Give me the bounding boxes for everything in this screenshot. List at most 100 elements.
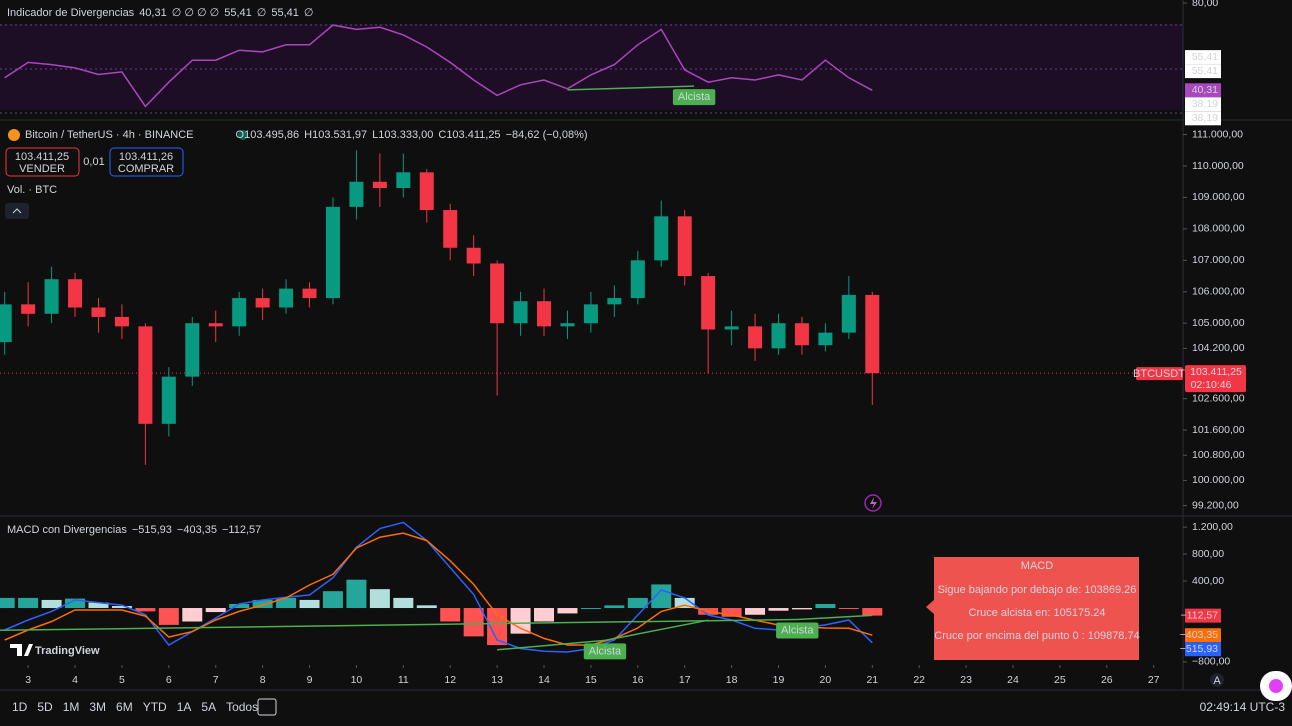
x-tick-label: 10 (351, 674, 363, 686)
assistant-icon (1269, 679, 1283, 693)
axis-value-text: −403,35 (1180, 629, 1218, 641)
y-tick-label: 106.000,00 (1192, 286, 1245, 298)
countdown-text: 02:10:46 (1191, 379, 1232, 391)
y-tick-label: 99.200,00 (1192, 499, 1239, 511)
y-tick-label: 111.000,00 (1192, 128, 1243, 140)
y-tick-label: 104.200,00 (1192, 342, 1245, 354)
candle-body (466, 247, 481, 264)
ohlc-label: O (236, 129, 245, 141)
histogram-bar (299, 599, 320, 609)
signal-label-bg (776, 622, 819, 639)
histogram-bar (369, 589, 390, 609)
candle-body (677, 216, 692, 277)
buy-label: COMPRAR (118, 163, 174, 175)
alert-icon[interactable] (864, 494, 882, 512)
histogram-bar (276, 597, 297, 609)
candle-body (490, 263, 505, 324)
volume-label: Vol. · BTC (7, 184, 57, 196)
histogram-bar (252, 599, 273, 609)
axis-value-label (1185, 642, 1221, 657)
y-tick-label: 100.800,00 (1192, 449, 1245, 461)
candle-body (865, 294, 880, 374)
signal-label: Alcista (589, 645, 622, 657)
legend-text: −112,57 (222, 524, 261, 536)
x-tick-label: 25 (1054, 674, 1066, 686)
range-button[interactable]: 5A (201, 700, 216, 714)
signal-label: Alcista (781, 624, 814, 636)
histogram-bar (416, 605, 437, 609)
x-tick-label: 14 (538, 674, 550, 686)
histogram-bar (534, 608, 555, 622)
range-button[interactable]: 1A (177, 700, 192, 714)
histogram-bar (862, 608, 883, 616)
market-status (238, 130, 248, 140)
last-price-tag (1185, 365, 1246, 393)
candle-body (0, 304, 12, 343)
axis-value-text: 55,41 (1192, 65, 1218, 77)
range-button[interactable]: 1M (63, 700, 80, 714)
brand: TradingView (35, 645, 100, 657)
histogram-bar (627, 597, 648, 609)
y-tick-label: 100.000,00 (1192, 474, 1245, 486)
tooltip-title: MACD (1021, 560, 1053, 572)
y-tick-label: 105.000,00 (1192, 317, 1245, 329)
candle-body (818, 332, 833, 346)
histogram-bar (393, 597, 414, 609)
range-button[interactable]: 3M (89, 700, 106, 714)
candle-body (68, 279, 83, 308)
ohlc-label: H (304, 129, 312, 141)
legend-text: 40,31 (139, 7, 167, 19)
histogram-bar (510, 608, 531, 634)
collapse-button[interactable] (5, 203, 29, 219)
axis-value-text: 38,19 (1192, 112, 1218, 124)
last-price-text: 103.411,25 (1190, 366, 1242, 378)
candle-body (138, 326, 153, 424)
x-tick-label: 17 (679, 674, 691, 686)
ohlc-label: C (438, 129, 446, 141)
y-tick-label: 110.000,00 (1192, 160, 1244, 172)
tooltip-box (934, 557, 1139, 660)
x-tick-label: 5 (119, 674, 125, 686)
sell-price: 103.411,25 (15, 151, 69, 163)
axis-value-label (1185, 83, 1221, 98)
auto-scale-button[interactable] (1210, 673, 1224, 687)
range-button[interactable]: Todos (226, 700, 258, 714)
candle-body (255, 298, 270, 308)
axis-value-text: 55,41 (1192, 51, 1218, 63)
x-tick-label: 12 (444, 674, 456, 686)
histogram-bar (111, 606, 132, 609)
x-tick-label: 15 (585, 674, 597, 686)
candle-body (372, 181, 387, 189)
candle-body (114, 316, 129, 327)
clock: 02:49:14 UTC-3 (1200, 700, 1286, 714)
date-range-icon[interactable] (257, 698, 277, 716)
histogram-bar (745, 608, 766, 615)
range-button[interactable]: YTD (143, 700, 167, 714)
sell-button[interactable] (5, 147, 80, 177)
brand-logo (10, 644, 33, 656)
axis-value-text: 40,31 (1192, 84, 1218, 96)
x-tick-label: 8 (260, 674, 266, 686)
tooltip-line: Cruce alcista en: 105175.24 (969, 607, 1106, 619)
x-tick-label: 23 (960, 674, 972, 686)
range-button[interactable]: 5D (37, 700, 53, 714)
y-tick-label: 101.600,00 (1192, 424, 1245, 436)
x-tick-label: 26 (1101, 674, 1113, 686)
divergence-line (567, 85, 695, 91)
x-tick-label: 18 (726, 674, 738, 686)
legend-text: 55,41 (224, 7, 252, 19)
y-tick-label: −800,00 (1192, 656, 1230, 668)
range-button[interactable]: 6M (116, 700, 133, 714)
candle-body (607, 298, 622, 305)
histogram-bar (88, 602, 109, 609)
candle-body (279, 288, 294, 308)
x-tick-label: 24 (1007, 674, 1019, 686)
histogram-bar (604, 605, 625, 609)
range-button[interactable]: 1D (12, 700, 28, 714)
candle-body (21, 304, 36, 314)
axis-value-label (1185, 111, 1221, 126)
candle-body (583, 304, 598, 324)
buy-button[interactable] (109, 147, 184, 177)
buy-price: 103.411,26 (119, 151, 173, 163)
legend-text: ∅ ∅ ∅ ∅ (172, 7, 220, 19)
